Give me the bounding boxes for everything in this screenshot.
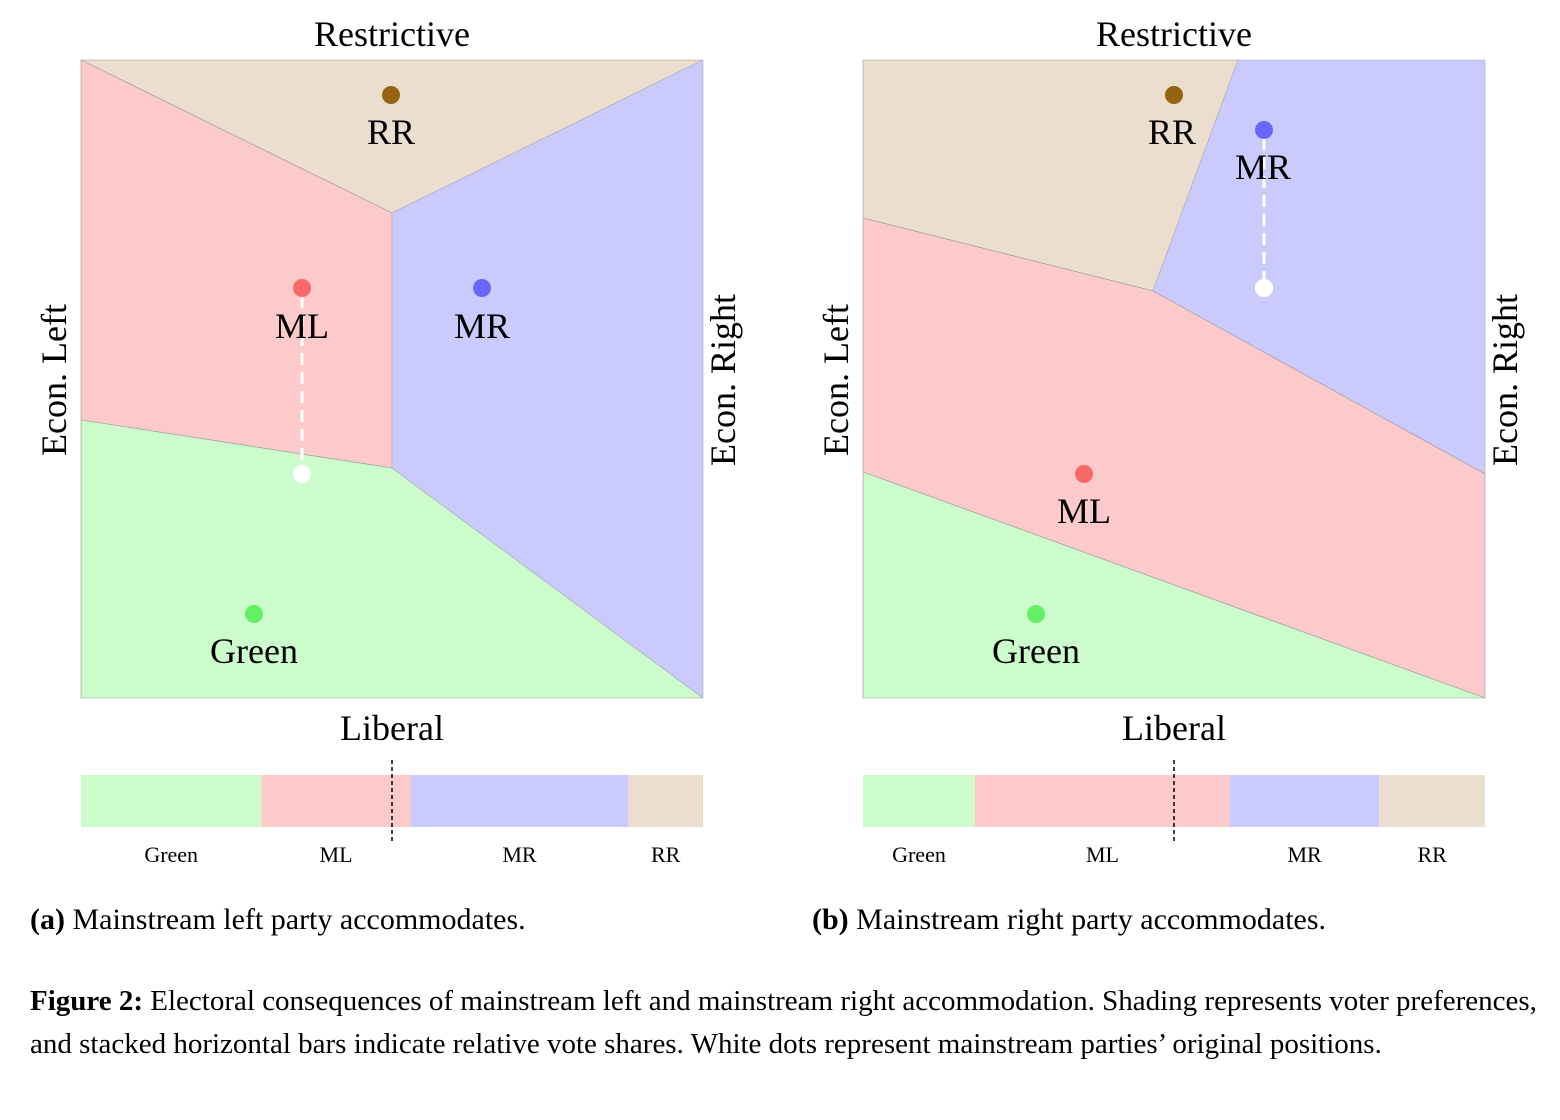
region-ml bbox=[862, 217, 1486, 699]
party-label-green: Green bbox=[210, 631, 298, 671]
party-dot-green bbox=[245, 605, 263, 623]
bar-label-ml: ML bbox=[1086, 842, 1119, 867]
axis-bottom-label: Liberal bbox=[1122, 708, 1226, 748]
axis-top-label: Restrictive bbox=[314, 14, 470, 54]
bar-segment-green bbox=[81, 775, 262, 827]
region-mr bbox=[391, 59, 704, 699]
caption-label: Figure 2: bbox=[30, 985, 144, 1017]
subcaption-b: (b) Mainstream right party accommodates. bbox=[812, 903, 1326, 937]
bar-label-green: Green bbox=[892, 842, 946, 867]
bar-segment-rr bbox=[1379, 775, 1485, 827]
vote-share-bar-b: Green ML MR RR bbox=[863, 760, 1485, 867]
party-dot-green bbox=[1027, 605, 1045, 623]
bar-segment-ml bbox=[261, 775, 411, 827]
subcaption-text: Mainstream right party accommodates. bbox=[856, 903, 1327, 936]
bar-label-mr: MR bbox=[1287, 842, 1322, 867]
bar-label-rr: RR bbox=[651, 842, 681, 867]
axis-bottom-label: Liberal bbox=[340, 708, 444, 748]
party-label-rr: RR bbox=[1148, 112, 1196, 152]
party-label-green: Green bbox=[992, 631, 1080, 671]
party-dot-ml bbox=[1075, 465, 1093, 483]
region-green bbox=[862, 471, 1486, 699]
bar-label-rr: RR bbox=[1417, 842, 1447, 867]
subcaption-label: (a) bbox=[30, 903, 65, 936]
subcaption-a: (a) Mainstream left party accommodates. bbox=[30, 903, 526, 937]
party-dot-mr bbox=[473, 279, 491, 297]
bar-segment-ml bbox=[974, 775, 1230, 827]
panel-b: Restrictive Liberal Econ. Left Econ. Rig… bbox=[816, 14, 1525, 867]
party-dot-ml bbox=[293, 279, 311, 297]
party-dot-mr bbox=[1255, 121, 1273, 139]
party-label-ml: ML bbox=[275, 306, 329, 346]
party-label-mr: MR bbox=[1235, 147, 1291, 187]
party-dot-rr bbox=[382, 86, 400, 104]
axis-right-label: Econ. Right bbox=[1485, 294, 1525, 466]
party-label-ml: ML bbox=[1057, 491, 1111, 531]
subcaption-text: Mainstream left party accommodates. bbox=[72, 903, 526, 936]
party-dot-rr bbox=[1165, 86, 1183, 104]
panel-a: Restrictive Liberal Econ. Left Econ. Rig… bbox=[34, 14, 743, 867]
caption-text: Electoral consequences of mainstream lef… bbox=[30, 985, 1537, 1060]
party-label-rr: RR bbox=[367, 112, 415, 152]
axis-left-label: Econ. Left bbox=[34, 304, 74, 456]
axis-left-label: Econ. Left bbox=[816, 304, 856, 456]
figure-caption: Figure 2: Electoral consequences of main… bbox=[30, 980, 1540, 1066]
bar-label-mr: MR bbox=[502, 842, 537, 867]
original-position-dot-ml bbox=[293, 465, 311, 483]
axis-top-label: Restrictive bbox=[1096, 14, 1252, 54]
figure: Restrictive Liberal Econ. Left Econ. Rig… bbox=[34, 14, 1525, 867]
vote-share-bar-a: Green ML MR RR bbox=[81, 760, 703, 867]
original-position-dot-mr bbox=[1255, 279, 1273, 297]
bar-segment-rr bbox=[628, 775, 703, 827]
axis-right-label: Econ. Right bbox=[703, 294, 743, 466]
bar-label-ml: ML bbox=[320, 842, 353, 867]
bar-segment-mr bbox=[1229, 775, 1380, 827]
bar-segment-mr bbox=[410, 775, 629, 827]
subcaption-label: (b) bbox=[812, 903, 849, 936]
bar-segment-green bbox=[863, 775, 975, 827]
party-label-mr: MR bbox=[454, 306, 510, 346]
bar-label-green: Green bbox=[144, 842, 198, 867]
